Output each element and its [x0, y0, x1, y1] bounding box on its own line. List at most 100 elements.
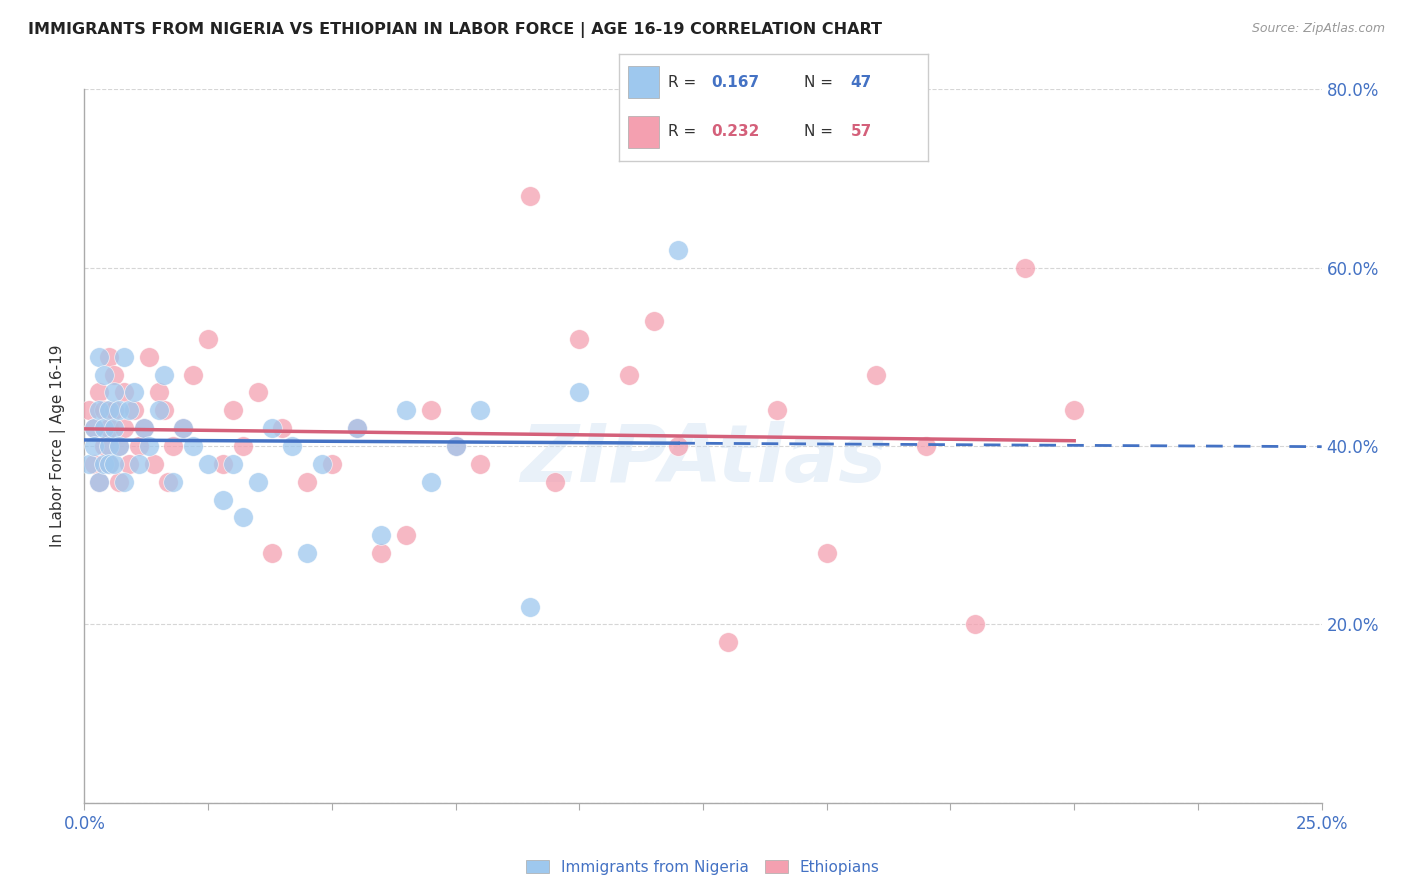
- Point: [157, 475, 180, 489]
- Point: [766, 403, 789, 417]
- Point: [965, 617, 987, 632]
- Point: [914, 439, 936, 453]
- Point: [103, 421, 125, 435]
- Text: IMMIGRANTS FROM NIGERIA VS ETHIOPIAN IN LABOR FORCE | AGE 16-19 CORRELATION CHAR: IMMIGRANTS FROM NIGERIA VS ETHIOPIAN IN …: [28, 22, 882, 38]
- Text: R =: R =: [668, 124, 702, 139]
- Point: [197, 457, 219, 471]
- Point: [321, 457, 343, 471]
- Point: [128, 439, 150, 453]
- Point: [271, 421, 294, 435]
- Point: [281, 439, 304, 453]
- Point: [98, 457, 121, 471]
- Point: [865, 368, 887, 382]
- Point: [83, 421, 105, 435]
- Bar: [628, 66, 659, 98]
- Point: [138, 350, 160, 364]
- Point: [98, 350, 121, 364]
- Point: [93, 439, 115, 453]
- Point: [419, 403, 441, 417]
- Point: [103, 457, 125, 471]
- Text: 47: 47: [851, 75, 872, 90]
- Text: 0.232: 0.232: [711, 124, 759, 139]
- Point: [89, 350, 111, 364]
- Point: [98, 403, 121, 417]
- Point: [148, 403, 170, 417]
- Point: [108, 439, 131, 453]
- Point: [132, 421, 155, 435]
- Legend: Immigrants from Nigeria, Ethiopians: Immigrants from Nigeria, Ethiopians: [520, 854, 886, 880]
- Point: [162, 439, 184, 453]
- Point: [370, 528, 392, 542]
- Point: [470, 403, 492, 417]
- Point: [295, 475, 318, 489]
- Point: [519, 189, 541, 203]
- Point: [232, 510, 254, 524]
- Text: Source: ZipAtlas.com: Source: ZipAtlas.com: [1251, 22, 1385, 36]
- Point: [122, 385, 145, 400]
- Point: [89, 403, 111, 417]
- Point: [666, 439, 689, 453]
- Point: [617, 368, 640, 382]
- Point: [112, 350, 135, 364]
- Bar: [628, 116, 659, 148]
- Point: [172, 421, 194, 435]
- Point: [311, 457, 333, 471]
- Point: [89, 385, 111, 400]
- Point: [295, 546, 318, 560]
- Point: [470, 457, 492, 471]
- Point: [98, 457, 121, 471]
- Point: [232, 439, 254, 453]
- Point: [666, 243, 689, 257]
- Point: [262, 421, 284, 435]
- Point: [395, 528, 418, 542]
- Point: [1014, 260, 1036, 275]
- Point: [519, 599, 541, 614]
- Point: [122, 403, 145, 417]
- Point: [89, 475, 111, 489]
- Point: [152, 403, 174, 417]
- Point: [212, 457, 235, 471]
- Point: [370, 546, 392, 560]
- Point: [108, 439, 131, 453]
- Point: [103, 403, 125, 417]
- Point: [444, 439, 467, 453]
- Point: [79, 403, 101, 417]
- Y-axis label: In Labor Force | Age 16-19: In Labor Force | Age 16-19: [49, 344, 66, 548]
- Point: [103, 385, 125, 400]
- Point: [262, 546, 284, 560]
- Point: [142, 457, 165, 471]
- Point: [152, 368, 174, 382]
- Point: [246, 475, 269, 489]
- Point: [118, 403, 141, 417]
- Point: [138, 439, 160, 453]
- Point: [346, 421, 368, 435]
- Point: [148, 385, 170, 400]
- Point: [98, 421, 121, 435]
- Point: [212, 492, 235, 507]
- Point: [98, 439, 121, 453]
- Point: [1063, 403, 1085, 417]
- Point: [568, 385, 591, 400]
- Point: [83, 457, 105, 471]
- Point: [197, 332, 219, 346]
- Point: [172, 421, 194, 435]
- Point: [83, 439, 105, 453]
- Point: [181, 368, 204, 382]
- Point: [162, 475, 184, 489]
- Point: [246, 385, 269, 400]
- Point: [108, 475, 131, 489]
- Point: [444, 439, 467, 453]
- Point: [79, 457, 101, 471]
- Point: [83, 421, 105, 435]
- Point: [89, 475, 111, 489]
- Point: [103, 368, 125, 382]
- Point: [112, 421, 135, 435]
- Point: [108, 403, 131, 417]
- Text: N =: N =: [804, 124, 838, 139]
- Point: [93, 457, 115, 471]
- Text: ZIPAtlas: ZIPAtlas: [520, 421, 886, 500]
- Text: 0.167: 0.167: [711, 75, 759, 90]
- Point: [93, 421, 115, 435]
- Point: [222, 457, 245, 471]
- Point: [112, 475, 135, 489]
